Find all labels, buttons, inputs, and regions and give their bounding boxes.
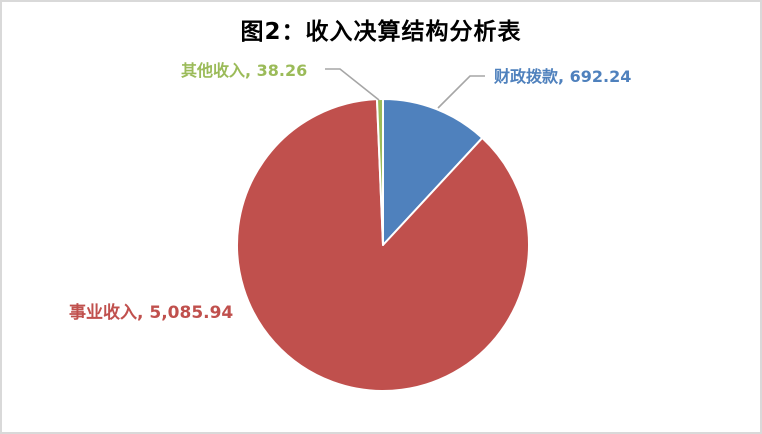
data-label-other-income: 其他收入, 38.26 (181, 61, 308, 80)
data-label-fiscal-appropriation: 财政拨款, 692.24 (494, 67, 632, 86)
chart-title: 图2：收入决算结构分析表 (240, 19, 522, 45)
leader-line-other-income (325, 68, 380, 101)
leader-line-fiscal-appropriation (437, 75, 485, 109)
data-label-operating-income: 事业收入, 5,085.94 (69, 303, 234, 323)
pie-slice-fiscal-appropriation (382, 98, 484, 246)
pie-slices-group (236, 97, 530, 392)
